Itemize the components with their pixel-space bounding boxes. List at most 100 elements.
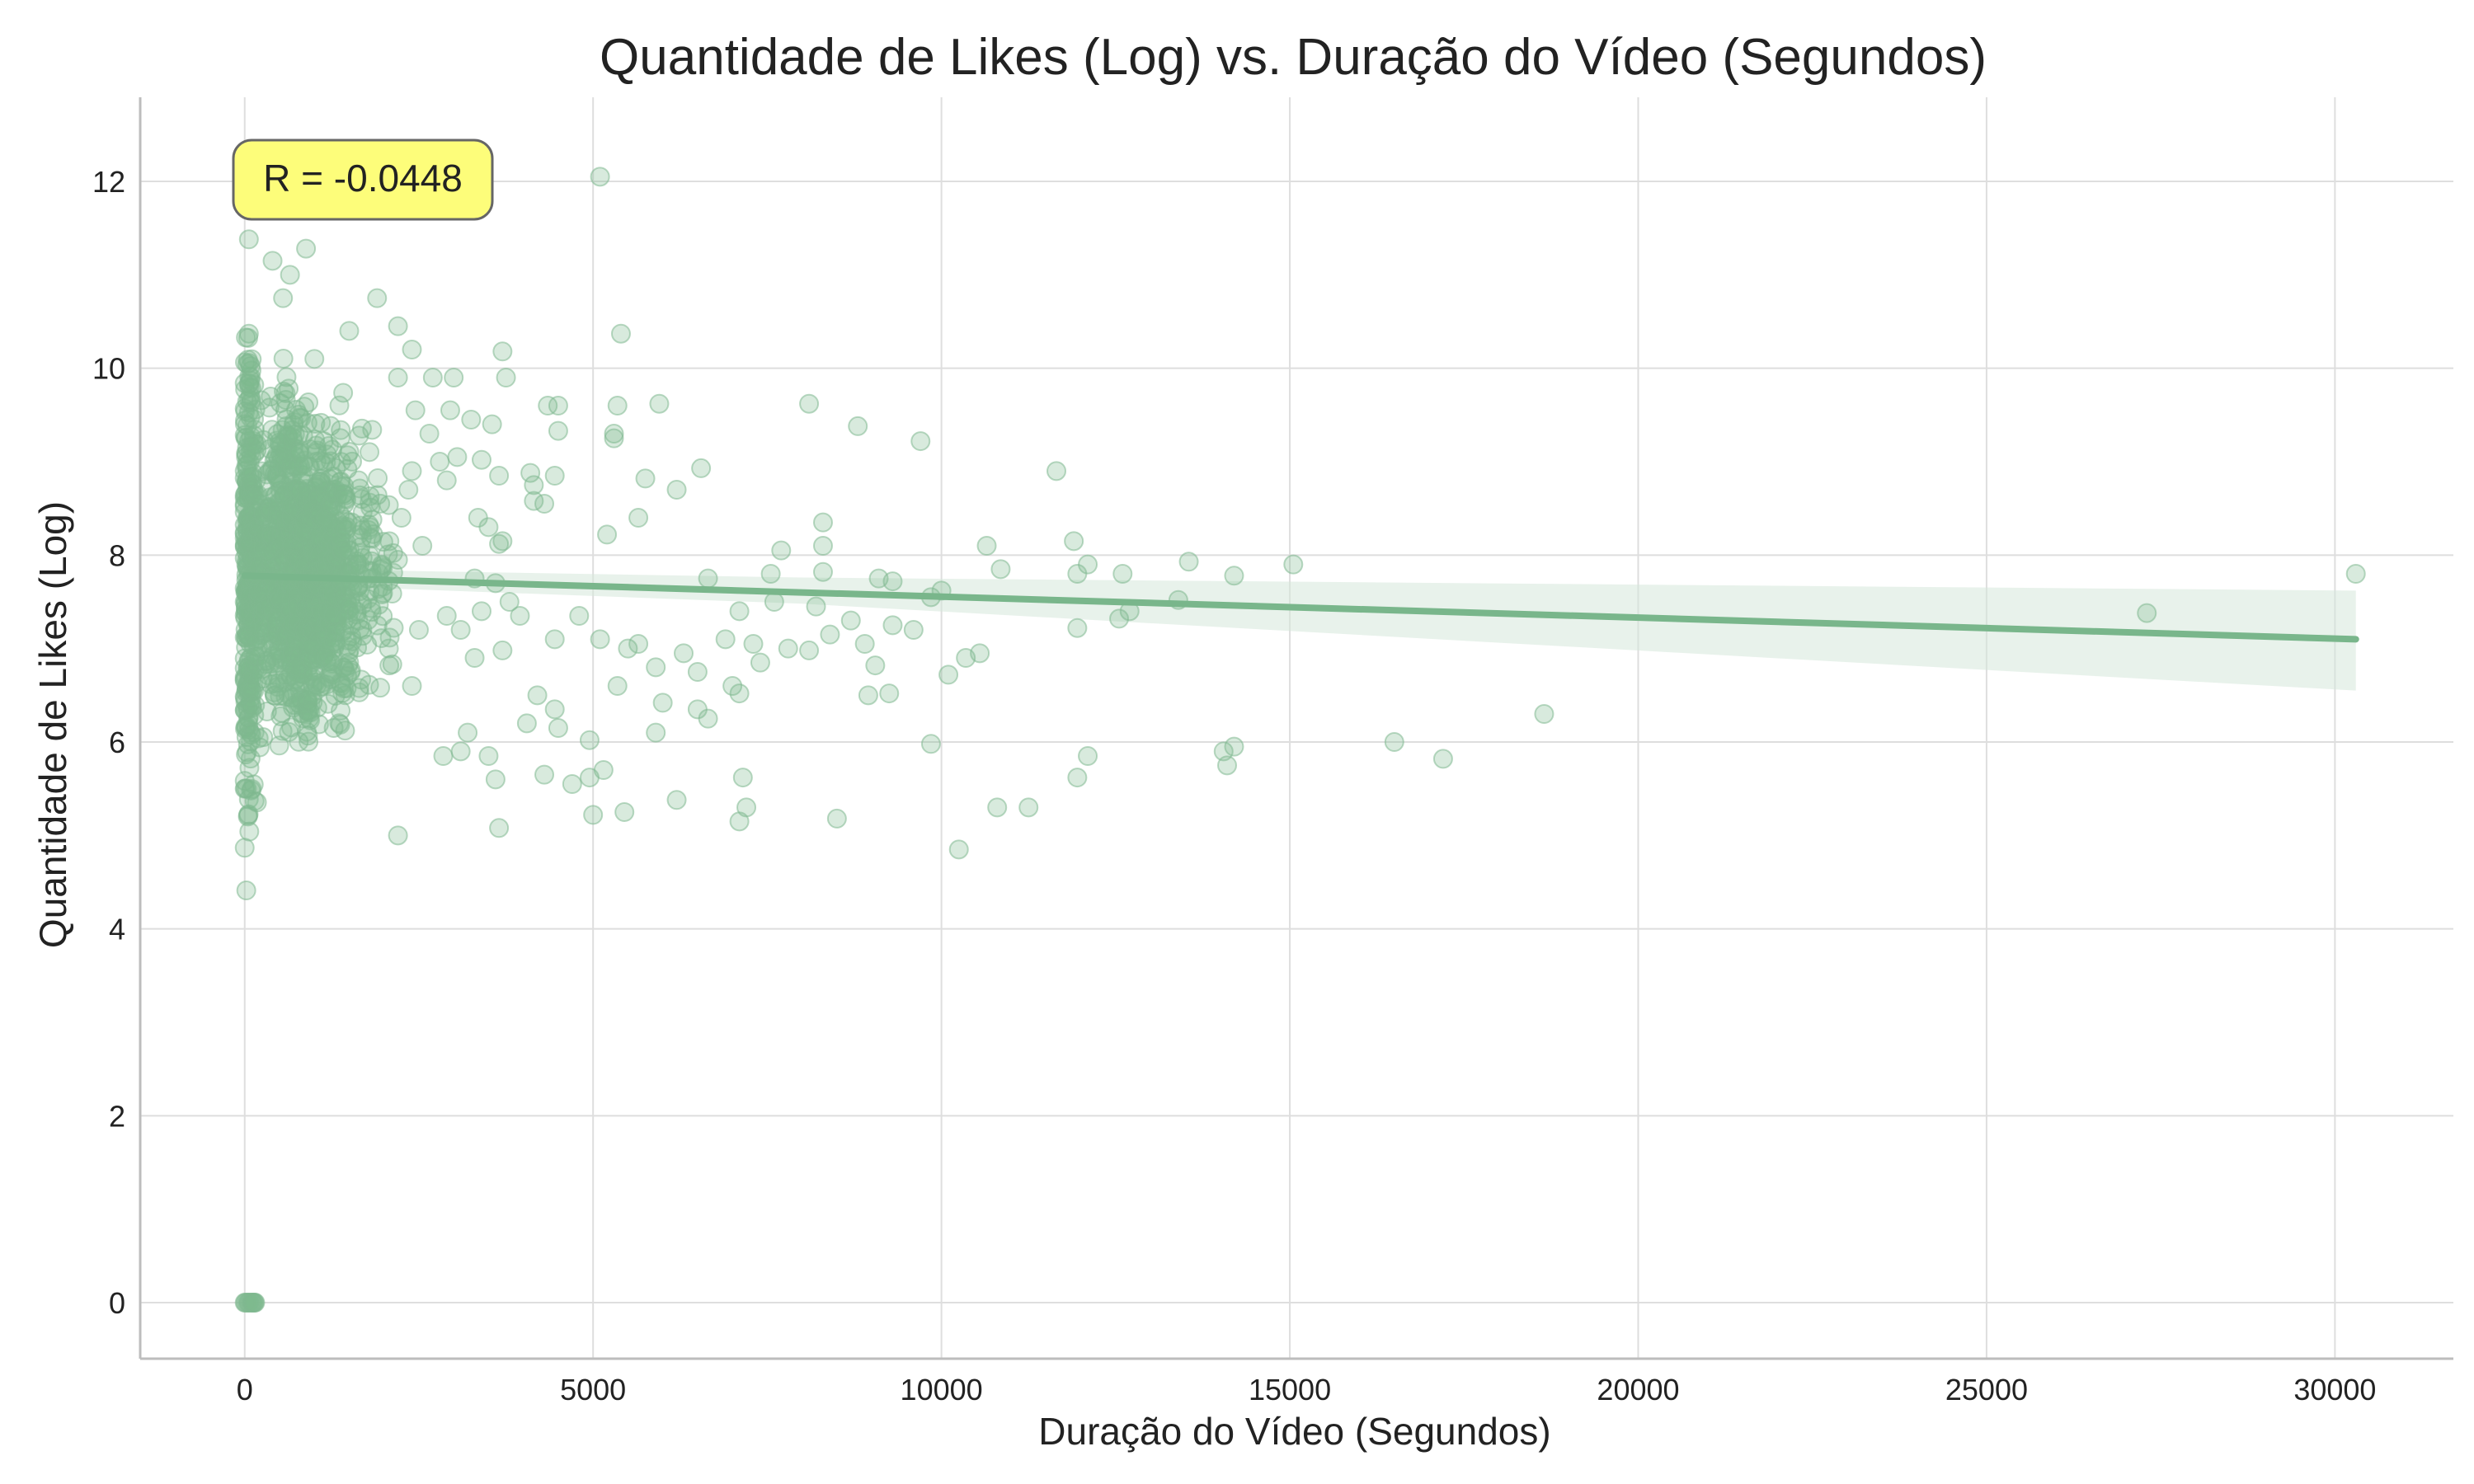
data-point (607, 676, 628, 696)
cluster-point (273, 348, 294, 369)
data-point (743, 634, 764, 654)
data-point (304, 349, 325, 369)
data-point (732, 768, 753, 788)
data-point (1217, 755, 1238, 776)
x-tick-label: 0 (237, 1373, 253, 1407)
data-point (614, 802, 635, 822)
cluster-point (299, 731, 319, 752)
cluster-point (253, 727, 274, 748)
data-point (1067, 618, 1088, 638)
data-point (579, 730, 600, 750)
data-point (1384, 732, 1404, 752)
data-point (419, 424, 440, 444)
data-point (482, 414, 502, 434)
data-point (722, 676, 743, 696)
data-point (882, 571, 903, 592)
data-point (903, 620, 924, 640)
data-point (458, 722, 478, 743)
data-point (879, 683, 900, 704)
y-tick-label: 10 (92, 352, 125, 386)
x-axis-label: Duração do Vídeo (Segundos) (1038, 1410, 1550, 1453)
x-tick-label: 15000 (1249, 1373, 1331, 1407)
data-point (698, 708, 718, 729)
data-point (280, 265, 300, 285)
data-point (339, 321, 360, 341)
data-point (440, 400, 460, 420)
data-point (492, 531, 513, 552)
confidence-band (244, 568, 2356, 691)
data-point (666, 480, 687, 500)
data-point (461, 410, 482, 430)
data-point (489, 818, 510, 838)
cluster-point (237, 354, 257, 374)
data-point (520, 463, 541, 483)
data-point (910, 431, 931, 452)
data-point (1534, 704, 1554, 724)
data-point (510, 606, 530, 626)
data-point (618, 638, 638, 659)
data-point (840, 610, 861, 631)
regression-line (241, 572, 2359, 643)
data-point (238, 229, 259, 250)
cluster-point (308, 714, 329, 735)
x-tick-label: 10000 (901, 1373, 983, 1407)
data-point (1224, 736, 1244, 757)
data-point (938, 665, 959, 685)
cluster-point (359, 674, 379, 695)
cluster-point (242, 697, 262, 718)
data-point (812, 561, 833, 582)
data-point (516, 713, 537, 734)
cluster-point (276, 367, 297, 387)
data-point (534, 764, 555, 785)
data-point (882, 615, 903, 636)
data-point (1432, 749, 1453, 769)
data-point (597, 524, 618, 545)
data-point (1067, 564, 1088, 584)
data-point (548, 718, 568, 738)
data-point (635, 468, 656, 489)
cluster-point (239, 758, 260, 778)
data-point (1047, 461, 1067, 481)
data-point (492, 640, 513, 660)
data-point (649, 393, 670, 414)
data-point (865, 655, 886, 676)
zero-point (244, 1293, 265, 1313)
data-point (367, 288, 388, 308)
data-point (1178, 552, 1199, 572)
data-point (492, 341, 513, 362)
data-point (562, 774, 582, 794)
data-point (698, 568, 718, 589)
cluster-point (379, 627, 400, 648)
cluster-point (245, 695, 266, 716)
data-point (402, 676, 422, 696)
data-point (583, 805, 604, 825)
data-point (548, 420, 568, 441)
data-point (674, 643, 694, 664)
data-point (590, 629, 610, 650)
data-point (920, 734, 941, 754)
data-point (1078, 746, 1098, 766)
data-point (628, 634, 649, 654)
x-tick-label: 5000 (560, 1373, 626, 1407)
data-point (854, 634, 875, 654)
data-point (388, 316, 408, 336)
data-point (604, 428, 624, 448)
cluster-point (368, 467, 388, 488)
cluster-point (348, 470, 369, 491)
data-point (715, 629, 736, 650)
data-point (450, 741, 471, 762)
data-point (402, 340, 422, 359)
data-point (524, 475, 544, 495)
cluster-point (275, 383, 296, 403)
data-point (687, 662, 708, 682)
data-point (691, 458, 712, 478)
cluster-point (247, 792, 267, 813)
y-tick-label: 0 (109, 1286, 125, 1320)
data-point (764, 592, 784, 612)
data-point (471, 601, 492, 622)
data-point (422, 368, 443, 387)
data-point (388, 368, 408, 387)
data-point (296, 238, 317, 259)
data-point (450, 620, 471, 640)
chart-title: Quantidade de Likes (Log) vs. Duração do… (600, 29, 1987, 86)
